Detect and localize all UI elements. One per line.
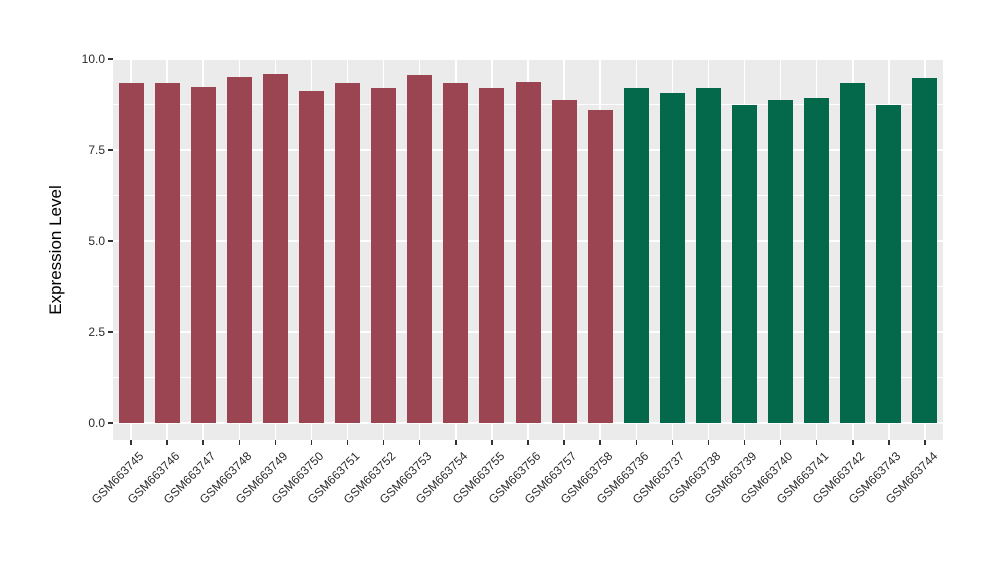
bar-GSM663756 [515, 81, 541, 423]
y-tick-mark [108, 149, 113, 151]
bar-GSM663739 [732, 104, 758, 423]
bar-GSM663737 [659, 92, 685, 423]
bar-GSM663745 [118, 83, 144, 423]
x-tick-mark [166, 440, 168, 445]
x-tick-mark [274, 440, 277, 445]
x-tick-mark [527, 440, 529, 445]
bar-GSM663752 [371, 87, 397, 423]
x-tick-mark [310, 440, 313, 445]
y-axis-title: Expression Level [46, 185, 65, 315]
y-tick-mark [108, 422, 113, 424]
y-tick-mark [108, 58, 113, 60]
x-tick-mark [852, 440, 854, 445]
x-tick-mark [418, 440, 421, 445]
x-tick-mark [635, 440, 637, 445]
y-tick-label: 7.5 [88, 143, 105, 157]
x-tick-mark [707, 440, 710, 445]
x-tick-mark [130, 440, 132, 445]
bar-GSM663741 [804, 97, 830, 423]
y-tick-mark [108, 331, 113, 333]
bar-GSM663748 [226, 77, 252, 423]
bar-GSM663757 [551, 100, 577, 423]
bar-GSM663750 [298, 91, 324, 423]
bar-GSM663738 [695, 88, 721, 423]
y-tick-label: 5.0 [88, 234, 105, 248]
plot-panel [113, 58, 943, 440]
x-tick-mark [563, 440, 565, 445]
bar-GSM663747 [190, 86, 216, 423]
y-tick-label: 2.5 [88, 325, 105, 339]
x-tick-mark [455, 440, 457, 445]
y-tick-label: 0.0 [88, 416, 105, 430]
x-tick-mark [924, 440, 926, 445]
bar-GSM663746 [154, 83, 180, 423]
bar-GSM663755 [479, 88, 505, 423]
bar-GSM663758 [587, 109, 613, 423]
x-tick-mark [779, 440, 782, 445]
x-tick-mark [671, 440, 674, 445]
bar-GSM663744 [912, 78, 938, 423]
bar-GSM663736 [623, 88, 649, 423]
bar-GSM663754 [443, 83, 469, 423]
bar-GSM663742 [840, 83, 866, 423]
bar-GSM663751 [335, 83, 361, 423]
y-tick-label: 10.0 [81, 52, 105, 66]
x-tick-mark [599, 440, 601, 445]
y-tick-mark [108, 240, 113, 242]
x-tick-mark [382, 440, 385, 445]
bar-GSM663743 [876, 104, 902, 423]
x-tick-mark [491, 440, 493, 445]
x-tick-mark [346, 440, 349, 445]
x-tick-mark [238, 440, 241, 445]
x-tick-mark [888, 440, 890, 445]
bar-GSM663749 [262, 74, 288, 423]
x-tick-mark [202, 440, 204, 445]
x-tick-mark [743, 440, 746, 445]
bar-GSM663753 [407, 75, 433, 423]
x-tick-mark [815, 440, 818, 445]
bar-GSM663740 [768, 100, 794, 423]
